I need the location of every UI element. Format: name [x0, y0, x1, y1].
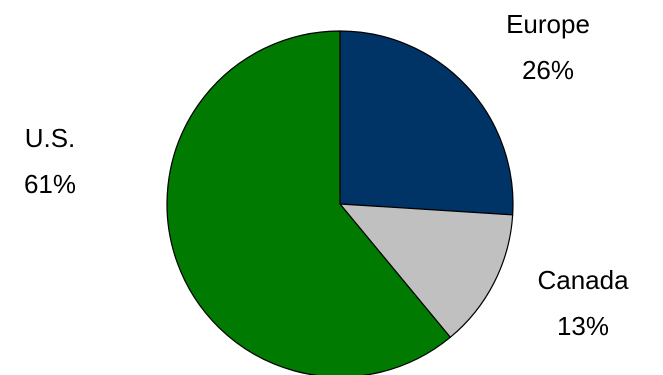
- pie-slice-u-s: [166, 30, 451, 375]
- slice-label-europe-percent: 26%: [522, 55, 574, 85]
- slice-label-canada-percent: 13%: [557, 311, 609, 341]
- slice-label-europe-name: Europe: [506, 9, 590, 39]
- pie-slices: [166, 30, 514, 375]
- pie-slice-europe: [339, 30, 514, 216]
- pie-slice-canada: [339, 203, 514, 338]
- slice-label-us-percent: 61%: [24, 169, 76, 199]
- slice-label-us-name: U.S.: [25, 123, 76, 153]
- slice-label-canada-name: Canada: [537, 265, 629, 295]
